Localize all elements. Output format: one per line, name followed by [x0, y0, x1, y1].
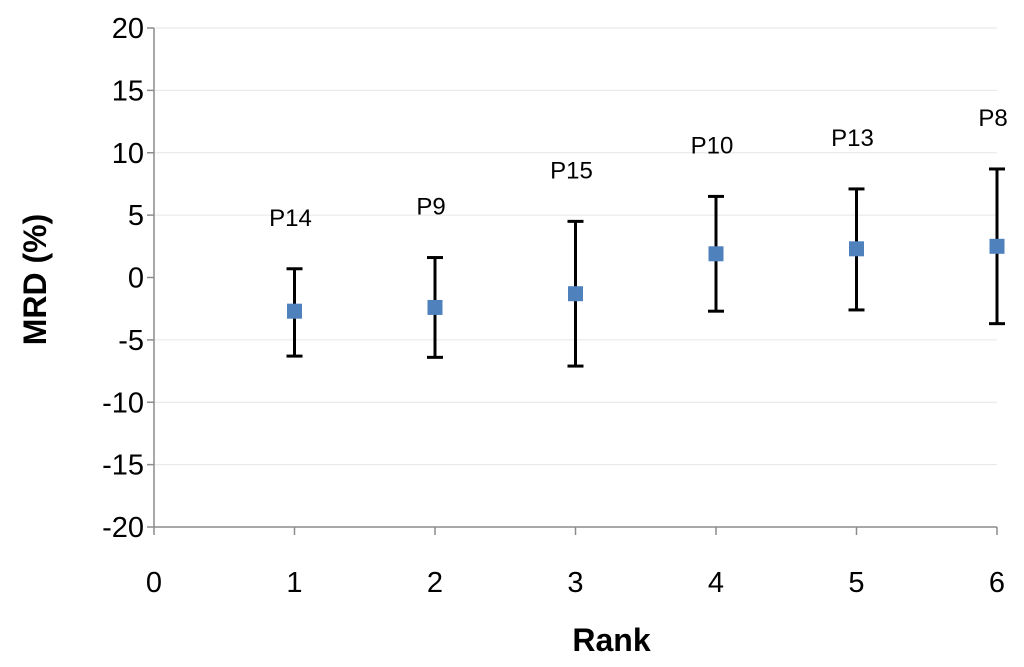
data-point-label: P8: [978, 105, 1007, 132]
x-tick-label: 0: [146, 567, 162, 599]
data-point-marker: [989, 238, 1005, 254]
data-point-group: P10: [691, 132, 734, 313]
data-point-marker: [287, 303, 302, 319]
y-tick-label: -20: [102, 512, 144, 544]
y-axis-title: MRD (%): [17, 214, 53, 346]
x-tick-label: 5: [848, 567, 864, 599]
data-point-group: P9: [416, 194, 446, 359]
y-tick-label: 10: [112, 138, 144, 170]
x-tick-label: 3: [567, 567, 583, 599]
data-point-marker: [427, 299, 443, 315]
y-tick-label: 5: [128, 200, 144, 232]
data-point-label: P15: [550, 157, 593, 184]
data-point-group: P14: [269, 205, 312, 358]
y-tick-label: -5: [118, 325, 144, 357]
y-tick-label: 15: [112, 75, 144, 107]
x-axis-title: Rank: [572, 622, 650, 658]
data-point-group: P8: [978, 105, 1008, 326]
y-tick-labels: -20 -15 -10 -5 0 5 10 15 20: [102, 13, 144, 544]
y-tick-label: -15: [102, 450, 144, 482]
y-tick-label: 20: [112, 13, 144, 45]
x-tick-labels: 0 1 2 3 4 5 6: [146, 567, 1005, 599]
x-tick-label: 2: [427, 567, 443, 599]
data-point-marker: [708, 246, 724, 262]
data-point-marker: [568, 286, 583, 302]
data-point-label: P13: [831, 125, 874, 152]
data-point-label: P10: [691, 132, 734, 159]
axes: [147, 27, 998, 535]
y-tick-label: 0: [128, 263, 144, 295]
data-point-group: P15: [550, 157, 593, 368]
y-tick-label: -10: [102, 387, 144, 419]
data-point-label: P14: [269, 205, 312, 232]
data-point-label: P9: [416, 194, 445, 221]
data-series: P14 P9 P15 P10 P13 P8: [269, 105, 1008, 368]
data-point-group: P13: [831, 125, 874, 312]
x-tick-label: 6: [989, 567, 1005, 599]
x-tick-label: 4: [708, 567, 724, 599]
x-tick-label: 1: [286, 567, 302, 599]
data-point-marker: [849, 241, 864, 257]
